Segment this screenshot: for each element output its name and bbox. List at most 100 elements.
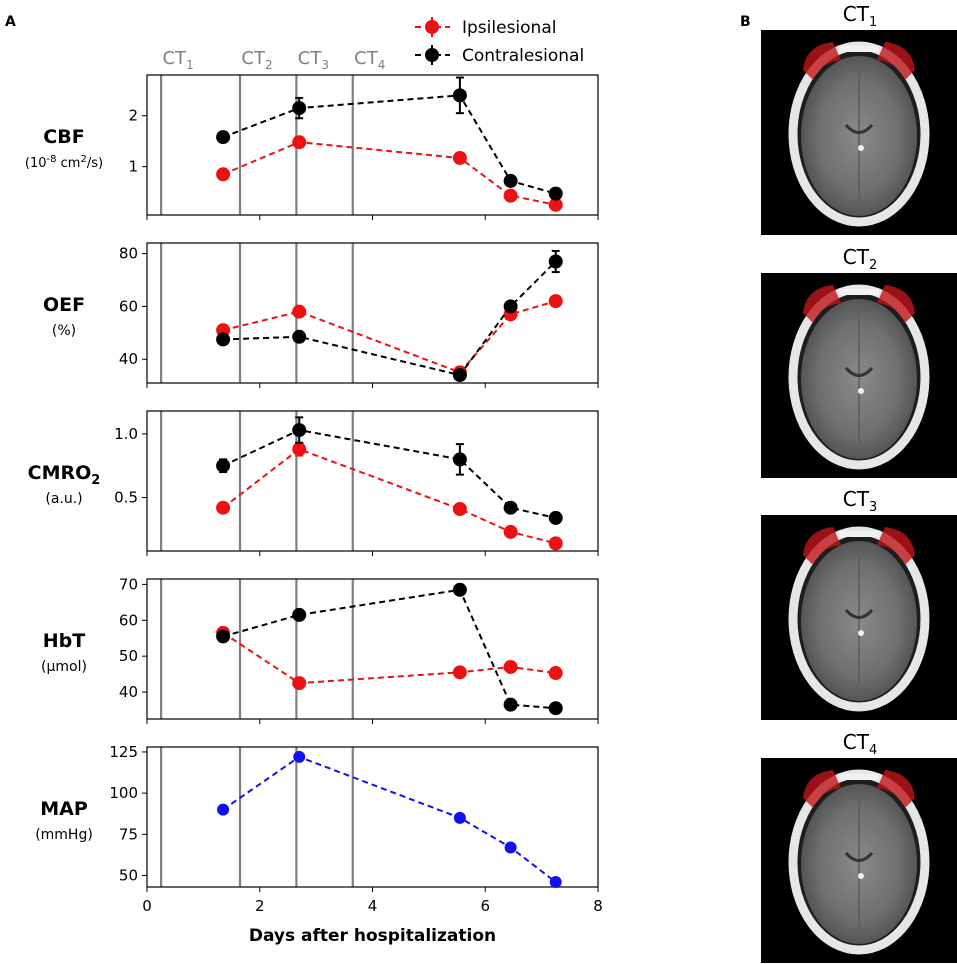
- y-tick-label: 0.5: [114, 489, 138, 507]
- data-point-contralesional: [452, 582, 467, 597]
- data-point-map: [217, 803, 230, 816]
- y-tick-label: 1: [128, 158, 138, 176]
- roi-overlay: [844, 851, 874, 862]
- ct-label-1: CT1: [162, 48, 193, 72]
- data-point-contralesional: [292, 423, 307, 438]
- roi-overlay: [803, 770, 841, 808]
- panel-label-b: B: [740, 14, 751, 30]
- axes-frame: [146, 578, 599, 720]
- y-tick-label: 80: [119, 245, 138, 263]
- data-point-ipsilesional: [216, 500, 231, 515]
- axes-frame: [146, 242, 599, 384]
- data-point-contralesional: [216, 629, 231, 644]
- axes-frame: [146, 74, 599, 216]
- y-axis-title: CBF: [43, 126, 84, 148]
- data-point-ipsilesional: [452, 150, 467, 165]
- data-point-ipsilesional: [548, 536, 563, 551]
- data-point-ipsilesional: [548, 197, 563, 212]
- data-point-contralesional: [292, 329, 307, 344]
- y-axis-unit: (10-8 cm2/s): [25, 154, 103, 171]
- y-axis-unit: (µmol): [41, 659, 87, 675]
- y-tick-label: 50: [119, 866, 138, 884]
- roi-overlay: [877, 285, 915, 323]
- roi-overlay: [844, 608, 874, 619]
- data-point-contralesional: [216, 332, 231, 347]
- data-point-ipsilesional: [452, 502, 467, 516]
- chart-map: 50 75 100 125 MAP (mmHg): [35, 743, 599, 892]
- legend-label-ipsilesional: Ipsilesional: [462, 18, 556, 38]
- data-point-contralesional: [452, 368, 467, 383]
- series-line-contralesional: [222, 429, 556, 519]
- ct-label-2: CT2: [241, 48, 272, 72]
- data-point-map: [453, 811, 466, 824]
- y-tick-label: 40: [119, 683, 138, 701]
- data-point-contralesional: [503, 173, 518, 188]
- y-axis-title: MAP: [40, 798, 88, 820]
- data-point-map: [293, 750, 306, 763]
- data-point-contralesional: [216, 458, 231, 473]
- chart-oef: 40 60 80 OEF (%): [43, 242, 599, 388]
- chart-hbt: 40 50 60 70 HbT (µmol): [41, 575, 599, 724]
- ct-scan-image-1: [761, 30, 957, 235]
- ct-scan-graphic: [788, 41, 930, 227]
- ct-scan-graphic: [788, 526, 930, 712]
- data-point-contralesional: [503, 500, 518, 515]
- roi-overlay: [877, 527, 915, 565]
- chart-cmro2: 0.5 1.0 CMRO2 (a.u.): [28, 410, 599, 556]
- y-tick-label: 40: [119, 350, 138, 368]
- y-tick-label: 50: [119, 647, 138, 665]
- y-axis-unit: (a.u.): [45, 491, 82, 507]
- series-line-contralesional: [222, 588, 556, 710]
- y-axis-unit: (%): [52, 323, 76, 339]
- data-point-contralesional: [503, 299, 518, 314]
- data-point-ipsilesional: [548, 294, 563, 309]
- y-tick-label: 60: [119, 297, 138, 315]
- data-point-contralesional: [452, 452, 467, 467]
- chart-cbf: 1 2 CBF (10-8 cm2/s): [25, 74, 599, 220]
- data-point-ipsilesional: [216, 167, 231, 182]
- y-tick-label: 60: [119, 611, 138, 629]
- panel-label-a: A: [5, 14, 16, 30]
- x-tick-label: 2: [255, 897, 265, 915]
- y-axis-unit: (mmHg): [35, 827, 93, 843]
- x-axis-title: Days after hospitalization: [249, 926, 496, 946]
- y-tick-label: 70: [119, 575, 138, 593]
- ct-scan-image-3: [761, 515, 957, 720]
- ct-scan-graphic: [788, 769, 930, 955]
- series-line-ipsilesional: [222, 448, 556, 545]
- data-point-contralesional: [548, 186, 563, 201]
- ct-title-2: CT2: [842, 245, 878, 273]
- x-tick-label: 0: [142, 897, 152, 915]
- roi-overlay: [803, 285, 841, 323]
- data-point-contralesional: [292, 101, 307, 116]
- data-point-ipsilesional: [503, 659, 518, 674]
- data-point-contralesional: [216, 130, 231, 145]
- roi-overlay: [877, 770, 915, 808]
- ct-label-4: CT4: [354, 48, 385, 72]
- roi-overlay: [803, 42, 841, 80]
- data-point-ipsilesional: [452, 665, 467, 680]
- series-line-map: [222, 755, 557, 883]
- data-point-contralesional: [548, 510, 563, 525]
- ct-scan-image-4: [761, 758, 957, 963]
- data-point-ipsilesional: [548, 666, 563, 681]
- data-point-map: [549, 876, 562, 889]
- data-point-map: [504, 841, 517, 854]
- data-point-contralesional: [452, 88, 467, 103]
- data-point-contralesional: [292, 607, 307, 622]
- ct-title-4: CT4: [842, 730, 878, 758]
- roi-overlay: [877, 42, 915, 80]
- y-axis-title: CMRO2: [28, 462, 101, 488]
- data-point-ipsilesional: [292, 442, 307, 457]
- data-point-contralesional: [548, 254, 563, 269]
- axes-frame: [146, 746, 599, 888]
- ct-title-3: CT3: [842, 487, 878, 515]
- data-point-ipsilesional: [292, 676, 307, 691]
- x-tick-label: 8: [593, 897, 603, 915]
- data-point-contralesional: [548, 701, 563, 716]
- data-point-ipsilesional: [292, 135, 307, 150]
- y-axis-title: OEF: [43, 294, 85, 316]
- ct-scan-graphic: [788, 284, 930, 470]
- series-line-ipsilesional: [222, 632, 556, 685]
